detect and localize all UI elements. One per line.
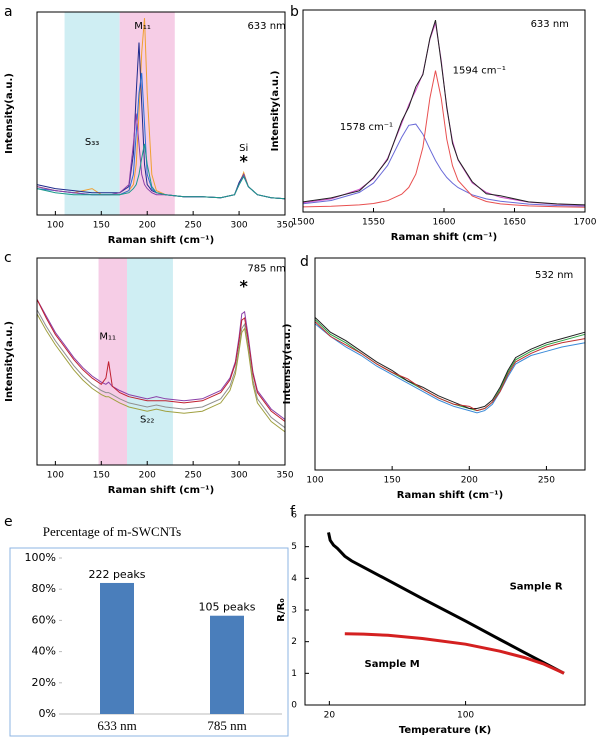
y-tick-label: 40% [32, 645, 56, 658]
series-line [302, 22, 586, 206]
annotation: Si [239, 143, 248, 154]
x-tick-label: 785 nm [207, 718, 246, 733]
plot-frame [302, 9, 586, 213]
x-tick-label: 633 nm [97, 718, 136, 733]
y-tick-label: 20% [32, 676, 56, 689]
band [64, 12, 120, 215]
annotation: S₂₂ [140, 414, 154, 425]
x-tick-label: 250 [538, 476, 555, 486]
series-line [344, 632, 565, 675]
y-axis-label: Intensity(a.u.) [4, 73, 15, 154]
x-tick-label: 1550 [362, 218, 385, 228]
annotation: M₁₁ [99, 332, 116, 343]
y-tick-label: 1 [291, 669, 297, 679]
x-tick-label: 350 [276, 471, 293, 481]
x-tick-label: 250 [185, 221, 202, 231]
annotation: * [239, 152, 248, 171]
series-line [36, 313, 286, 433]
annotation: 633 nm [531, 19, 569, 30]
plot-frame [9, 547, 289, 737]
x-tick-label: 200 [461, 476, 478, 486]
series-line [302, 70, 586, 208]
series-line [327, 532, 565, 675]
annotation: 105 peaks [198, 601, 255, 614]
y-tick-label: 4 [291, 574, 297, 584]
y-axis-label: R/R₀ [276, 598, 287, 621]
x-tick-label: 1650 [503, 218, 526, 228]
annotation: S₃₃ [85, 137, 99, 148]
x-tick-label: 200 [139, 471, 156, 481]
x-tick-label: 150 [93, 471, 110, 481]
panel-letter: f [290, 504, 296, 520]
annotation: 1594 cm⁻¹ [453, 66, 506, 77]
series-line [302, 123, 586, 207]
annotation: 785 nm [247, 263, 285, 274]
x-tick-label: 100 [306, 476, 323, 486]
x-axis-label: Raman shift (cm⁻¹) [397, 490, 503, 501]
x-tick-label: 250 [185, 471, 202, 481]
y-tick-label: 3 [291, 606, 297, 616]
x-axis-label: Raman shift (cm⁻¹) [108, 235, 214, 246]
band [127, 258, 173, 465]
x-tick-label: 20 [324, 711, 336, 721]
panel-letter: d [300, 254, 309, 270]
series-line [36, 143, 286, 200]
x-tick-label: 350 [276, 221, 293, 231]
annotation: 633 nm [247, 21, 285, 32]
x-tick-label: 1600 [433, 218, 456, 228]
annotation: * [239, 276, 248, 295]
y-tick-label: 2 [291, 637, 297, 647]
y-tick-label: 0% [39, 707, 56, 720]
series-line [302, 19, 586, 206]
series-line [314, 321, 586, 412]
x-tick-label: 100 [47, 221, 64, 231]
annotation: M₁₁ [134, 21, 151, 32]
y-tick-label: 60% [32, 613, 56, 626]
y-axis-label: Intensity(a.u.) [270, 71, 281, 152]
chart-title: Percentage of m-SWCNTs [43, 524, 181, 539]
y-tick-label: 6 [291, 511, 297, 521]
x-axis-label: Raman shift (cm⁻¹) [391, 232, 497, 243]
y-tick-label: 80% [32, 582, 56, 595]
x-axis-label: Raman shift (cm⁻¹) [108, 485, 214, 496]
panel-letter: e [4, 514, 13, 530]
x-axis-label: Temperature (K) [399, 725, 491, 736]
x-tick-label: 200 [139, 221, 156, 231]
series-line [314, 323, 586, 414]
panel-letter: b [290, 4, 299, 20]
x-tick-label: 1500 [292, 218, 315, 228]
series-line [36, 299, 286, 420]
y-tick-label: 5 [291, 542, 297, 552]
y-axis-label: Intensity(a.u.) [4, 321, 15, 402]
bar [210, 615, 244, 714]
x-tick-label: 300 [230, 221, 247, 231]
y-tick-label: 0 [291, 701, 297, 711]
series-line [314, 317, 586, 409]
series-label: Sample R [510, 581, 563, 592]
y-axis-label: Intensity(a.u.) [282, 324, 293, 405]
plot-frame [314, 257, 586, 471]
bar [100, 582, 134, 714]
annotation: 532 nm [535, 270, 573, 281]
panel-letter: c [4, 250, 12, 266]
x-tick-label: 300 [230, 471, 247, 481]
x-tick-label: 1700 [574, 218, 597, 228]
panel-letter: a [4, 4, 13, 20]
series-line [314, 319, 586, 412]
series-line [36, 309, 286, 429]
x-tick-label: 100 [457, 711, 474, 721]
annotation: 222 peaks [88, 568, 145, 581]
series-label: Sample M [365, 659, 420, 670]
x-tick-label: 150 [384, 476, 401, 486]
annotation: 1578 cm⁻¹ [340, 122, 393, 133]
y-tick-label: 100% [25, 551, 56, 564]
x-tick-label: 100 [47, 471, 64, 481]
x-tick-label: 150 [93, 221, 110, 231]
series-line [36, 299, 286, 422]
plot-frame [36, 257, 286, 466]
band [98, 258, 128, 465]
plot-frame [36, 11, 286, 216]
